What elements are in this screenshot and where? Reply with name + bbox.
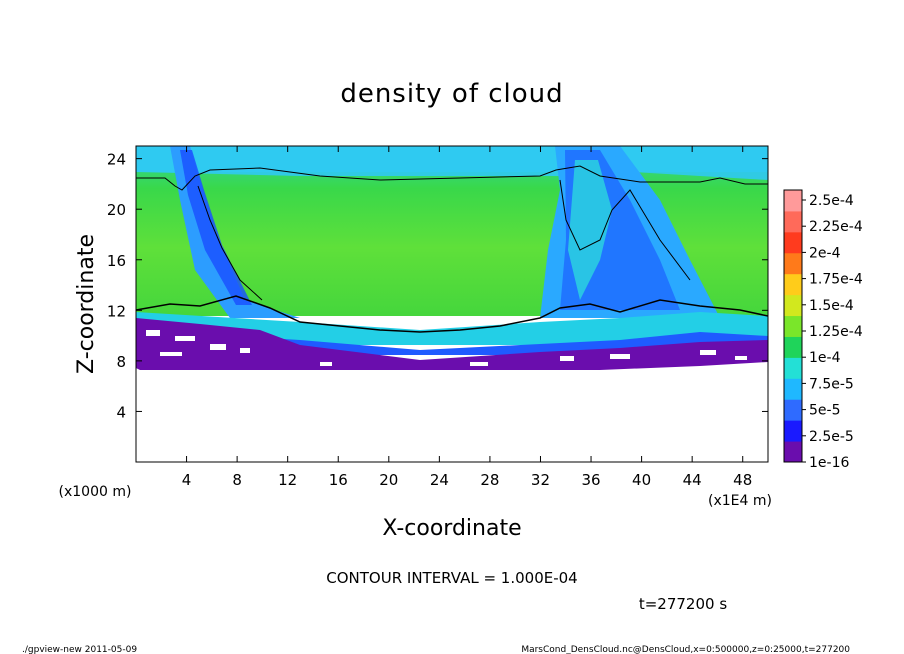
colorbar-label: 1e-4 — [809, 350, 841, 366]
x-tick-label: 28 — [480, 471, 499, 489]
contour-top — [136, 165, 768, 191]
y-unit-label: (x1000 m) — [59, 484, 132, 500]
x-tick-label: 48 — [733, 471, 752, 489]
colorbar-label: 5e-5 — [809, 403, 840, 419]
plot-frame — [135, 145, 769, 463]
colorbar-label: 2.25e-4 — [809, 219, 863, 235]
colorbar-label: 1.5e-4 — [809, 298, 854, 314]
colorbar-swatch — [784, 357, 802, 379]
chart-title: density of cloud — [340, 79, 563, 109]
colorbar-swatch — [784, 420, 802, 442]
colorbar-swatch — [784, 231, 802, 254]
colorbar-swatch — [784, 378, 802, 400]
x-tick-label: 44 — [683, 471, 702, 489]
y-tick-label: 8 — [116, 353, 126, 371]
base-speckles — [146, 330, 747, 366]
colorbar-swatch — [784, 273, 802, 296]
colorbar-label: 1.75e-4 — [809, 272, 863, 288]
colorbar-swatch — [784, 210, 802, 233]
x-tick-label: 8 — [232, 471, 242, 489]
y-tick-label: 4 — [116, 403, 126, 421]
y-tick-label: 16 — [107, 252, 126, 270]
contour-interval-label: CONTOUR INTERVAL = 1.000E-04 — [326, 569, 577, 587]
x-unit-label: (x1E4 m) — [708, 493, 772, 509]
colorbar-label: 2.5e-4 — [809, 193, 854, 209]
y-tick-label: 12 — [107, 302, 126, 320]
x-tick-label: 12 — [278, 471, 297, 489]
right-plume-inner — [568, 160, 612, 300]
x-tick-label: 32 — [531, 471, 550, 489]
x-axis: 4 8 12 16 20 24 28 32 36 40 44 48 — [182, 146, 752, 489]
lower-cyan-band — [136, 312, 768, 345]
x-tick-label: 20 — [379, 471, 398, 489]
contour-left-plume — [197, 185, 263, 301]
colorbar-frame — [783, 189, 803, 463]
contour-base — [136, 295, 768, 333]
colorbar-swatch — [784, 336, 802, 358]
colorbar-label: 7.5e-5 — [809, 376, 854, 392]
colorbar: 1e-16 2.5e-5 5e-5 7.5e-5 1e-4 1.25e-4 1.5e-4 1.… — [783, 189, 863, 471]
x-tick-label: 40 — [632, 471, 651, 489]
x-tick-label: 24 — [430, 471, 449, 489]
left-plume-core — [180, 150, 252, 305]
colorbar-swatch — [784, 252, 802, 275]
colorbar-swatch — [784, 315, 802, 337]
contour-right-plume — [559, 179, 691, 281]
y-axis-title: Z-coordinate — [74, 234, 99, 374]
colorbar-swatch — [784, 441, 802, 463]
y-tick-label: 20 — [107, 201, 126, 219]
time-label: t=277200 s — [639, 595, 727, 613]
colorbar-label: 1.25e-4 — [809, 324, 863, 340]
x-tick-label: 4 — [182, 471, 192, 489]
colorbar-swatch — [784, 190, 802, 212]
colorbar-swatch — [784, 399, 802, 421]
colorbar-label: 2.5e-5 — [809, 429, 854, 445]
x-tick-label: 36 — [581, 471, 600, 489]
footer-right: MarsCond_DensCloud.nc@DensCloud,x=0:5000… — [521, 645, 850, 654]
colorbar-swatch — [784, 294, 802, 317]
colorbar-label: 1e-16 — [809, 455, 849, 471]
colorbar-label: 2e-4 — [809, 245, 841, 261]
x-axis-title: X-coordinate — [382, 516, 521, 541]
y-tick-label: 24 — [107, 151, 126, 169]
plot-area — [136, 146, 768, 370]
y-axis: 4 8 12 16 20 24 — [107, 151, 768, 421]
footer-left: ./gpview-new 2011-05-09 — [22, 645, 137, 654]
x-tick-label: 16 — [329, 471, 348, 489]
